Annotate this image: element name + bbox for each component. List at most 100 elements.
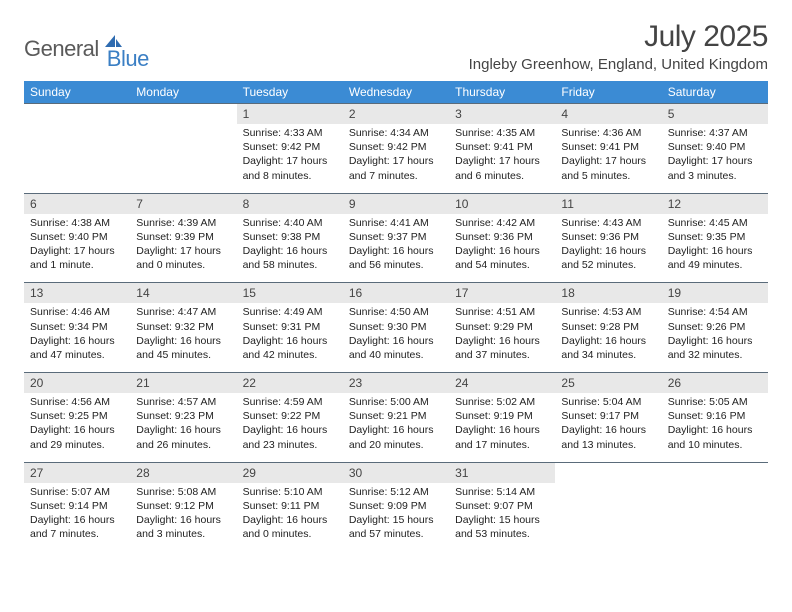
sunset-text: Sunset: 9:32 PM: [136, 320, 230, 334]
day-content-row: Sunrise: 5:07 AMSunset: 9:14 PMDaylight:…: [24, 483, 768, 552]
sunset-text: Sunset: 9:29 PM: [455, 320, 549, 334]
day-content-cell: Sunrise: 4:35 AMSunset: 9:41 PMDaylight:…: [449, 124, 555, 193]
day-number-cell: 20: [24, 373, 130, 394]
sunset-text: Sunset: 9:41 PM: [561, 140, 655, 154]
daylight-text: Daylight: 16 hours and 0 minutes.: [243, 513, 337, 541]
day-content-cell: Sunrise: 4:42 AMSunset: 9:36 PMDaylight:…: [449, 214, 555, 283]
sunset-text: Sunset: 9:11 PM: [243, 499, 337, 513]
sunset-text: Sunset: 9:36 PM: [455, 230, 549, 244]
day-number-cell: 13: [24, 283, 130, 304]
sunrise-text: Sunrise: 4:51 AM: [455, 305, 549, 319]
daylight-text: Daylight: 16 hours and 3 minutes.: [136, 513, 230, 541]
day-number-cell: 8: [237, 193, 343, 214]
daylight-text: Daylight: 16 hours and 37 minutes.: [455, 334, 549, 362]
day-number-cell: [24, 104, 130, 125]
day-number-cell: 4: [555, 104, 661, 125]
title-block: July 2025 Ingleby Greenhow, England, Uni…: [469, 20, 768, 73]
day-number-cell: 17: [449, 283, 555, 304]
sunset-text: Sunset: 9:12 PM: [136, 499, 230, 513]
day-number-cell: 16: [343, 283, 449, 304]
daylight-text: Daylight: 16 hours and 40 minutes.: [349, 334, 443, 362]
day-content-cell: Sunrise: 5:02 AMSunset: 9:19 PMDaylight:…: [449, 393, 555, 462]
sunrise-text: Sunrise: 5:02 AM: [455, 395, 549, 409]
daylight-text: Daylight: 17 hours and 3 minutes.: [668, 154, 762, 182]
day-number-cell: 10: [449, 193, 555, 214]
day-content-row: Sunrise: 4:38 AMSunset: 9:40 PMDaylight:…: [24, 214, 768, 283]
day-header: Wednesday: [343, 81, 449, 104]
sunset-text: Sunset: 9:39 PM: [136, 230, 230, 244]
day-header: Tuesday: [237, 81, 343, 104]
day-number-cell: 29: [237, 462, 343, 483]
daylight-text: Daylight: 16 hours and 7 minutes.: [30, 513, 124, 541]
sunset-text: Sunset: 9:40 PM: [668, 140, 762, 154]
sunrise-text: Sunrise: 5:14 AM: [455, 485, 549, 499]
day-number-cell: 2: [343, 104, 449, 125]
sunrise-text: Sunrise: 5:05 AM: [668, 395, 762, 409]
daylight-text: Daylight: 17 hours and 8 minutes.: [243, 154, 337, 182]
daylight-text: Daylight: 17 hours and 6 minutes.: [455, 154, 549, 182]
day-content-cell: [662, 483, 768, 552]
daylight-text: Daylight: 16 hours and 42 minutes.: [243, 334, 337, 362]
sunset-text: Sunset: 9:31 PM: [243, 320, 337, 334]
sunset-text: Sunset: 9:37 PM: [349, 230, 443, 244]
daylight-text: Daylight: 16 hours and 54 minutes.: [455, 244, 549, 272]
daylight-text: Daylight: 16 hours and 13 minutes.: [561, 423, 655, 451]
daylight-text: Daylight: 15 hours and 57 minutes.: [349, 513, 443, 541]
daylight-text: Daylight: 17 hours and 7 minutes.: [349, 154, 443, 182]
day-number-cell: 27: [24, 462, 130, 483]
sunset-text: Sunset: 9:34 PM: [30, 320, 124, 334]
day-content-cell: Sunrise: 5:10 AMSunset: 9:11 PMDaylight:…: [237, 483, 343, 552]
sunset-text: Sunset: 9:30 PM: [349, 320, 443, 334]
sunrise-text: Sunrise: 4:46 AM: [30, 305, 124, 319]
day-content-cell: Sunrise: 4:51 AMSunset: 9:29 PMDaylight:…: [449, 303, 555, 372]
day-content-row: Sunrise: 4:56 AMSunset: 9:25 PMDaylight:…: [24, 393, 768, 462]
day-header: Sunday: [24, 81, 130, 104]
day-number-cell: 11: [555, 193, 661, 214]
day-content-cell: [130, 124, 236, 193]
day-number-cell: 7: [130, 193, 236, 214]
daylight-text: Daylight: 17 hours and 0 minutes.: [136, 244, 230, 272]
daylight-text: Daylight: 16 hours and 45 minutes.: [136, 334, 230, 362]
day-number-cell: [555, 462, 661, 483]
daylight-text: Daylight: 16 hours and 10 minutes.: [668, 423, 762, 451]
day-content-cell: Sunrise: 5:04 AMSunset: 9:17 PMDaylight:…: [555, 393, 661, 462]
daylight-text: Daylight: 16 hours and 23 minutes.: [243, 423, 337, 451]
sunrise-text: Sunrise: 4:45 AM: [668, 216, 762, 230]
sunset-text: Sunset: 9:16 PM: [668, 409, 762, 423]
day-number-cell: 5: [662, 104, 768, 125]
logo-text-blue: Blue: [107, 46, 149, 72]
day-content-cell: Sunrise: 5:05 AMSunset: 9:16 PMDaylight:…: [662, 393, 768, 462]
sunrise-text: Sunrise: 5:12 AM: [349, 485, 443, 499]
day-content-cell: Sunrise: 4:43 AMSunset: 9:36 PMDaylight:…: [555, 214, 661, 283]
day-number-cell: 19: [662, 283, 768, 304]
daylight-text: Daylight: 16 hours and 34 minutes.: [561, 334, 655, 362]
day-content-cell: Sunrise: 4:47 AMSunset: 9:32 PMDaylight:…: [130, 303, 236, 372]
day-number-cell: 28: [130, 462, 236, 483]
sunrise-text: Sunrise: 4:33 AM: [243, 126, 337, 140]
day-number-cell: 26: [662, 373, 768, 394]
day-content-cell: Sunrise: 4:45 AMSunset: 9:35 PMDaylight:…: [662, 214, 768, 283]
day-number-row: 12345: [24, 104, 768, 125]
daylight-text: Daylight: 16 hours and 26 minutes.: [136, 423, 230, 451]
calendar-table: Sunday Monday Tuesday Wednesday Thursday…: [24, 81, 768, 551]
day-content-cell: [555, 483, 661, 552]
day-content-cell: Sunrise: 4:50 AMSunset: 9:30 PMDaylight:…: [343, 303, 449, 372]
sunset-text: Sunset: 9:38 PM: [243, 230, 337, 244]
sunset-text: Sunset: 9:07 PM: [455, 499, 549, 513]
daylight-text: Daylight: 15 hours and 53 minutes.: [455, 513, 549, 541]
sunset-text: Sunset: 9:42 PM: [243, 140, 337, 154]
sunset-text: Sunset: 9:19 PM: [455, 409, 549, 423]
day-number-cell: 24: [449, 373, 555, 394]
daylight-text: Daylight: 16 hours and 56 minutes.: [349, 244, 443, 272]
logo-text-general: General: [24, 36, 99, 62]
sunset-text: Sunset: 9:35 PM: [668, 230, 762, 244]
day-number-row: 13141516171819: [24, 283, 768, 304]
month-title: July 2025: [469, 20, 768, 54]
day-number-cell: 18: [555, 283, 661, 304]
day-content-cell: [24, 124, 130, 193]
daylight-text: Daylight: 17 hours and 1 minute.: [30, 244, 124, 272]
sunrise-text: Sunrise: 4:37 AM: [668, 126, 762, 140]
daylight-text: Daylight: 16 hours and 52 minutes.: [561, 244, 655, 272]
sunrise-text: Sunrise: 4:59 AM: [243, 395, 337, 409]
daylight-text: Daylight: 16 hours and 29 minutes.: [30, 423, 124, 451]
